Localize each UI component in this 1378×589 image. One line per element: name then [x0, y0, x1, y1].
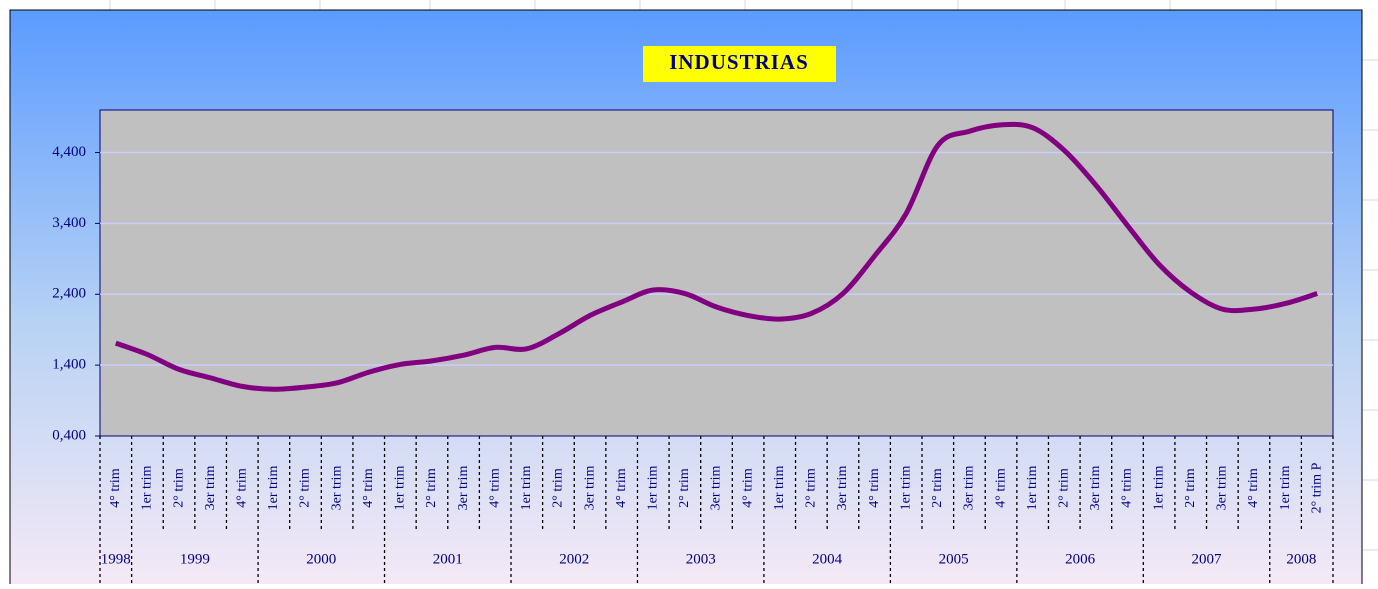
data-line	[114, 121, 1318, 392]
x-tick-label: 3er trim	[329, 466, 344, 511]
x-tick-label: 1er trim	[266, 466, 281, 511]
x-tick-label: 4° trim	[867, 468, 882, 508]
x-tick-label: 3er trim	[962, 466, 977, 511]
year-label: 2008	[1286, 551, 1316, 567]
x-tick-label: 2° trim	[171, 468, 186, 508]
x-tick-label: 3er trim	[1088, 466, 1103, 511]
x-tick-label: 4° trim	[108, 468, 123, 508]
x-tick-label: 4° trim	[234, 468, 249, 508]
x-tick-label: 1er trim	[1151, 466, 1166, 511]
x-tick-label: 2° trim	[677, 468, 692, 508]
y-tick-label: 2,400	[52, 286, 86, 302]
sheet-grid	[109, 0, 1378, 551]
x-tick-label: 2° trim	[424, 468, 439, 508]
year-label: 2000	[306, 551, 336, 567]
x-tick-label: 1er trim	[645, 466, 660, 511]
x-tick-label: 2° trim	[930, 468, 945, 508]
x-tick-label: 4° trim	[614, 468, 629, 508]
year-label: 2005	[939, 551, 969, 567]
title-box	[643, 46, 836, 82]
year-label: 1999	[180, 551, 210, 567]
x-tick-label: 3er trim	[582, 466, 597, 511]
year-label: 2006	[1065, 551, 1096, 567]
x-tick-label: 2° trim	[298, 468, 313, 508]
x-tick-label: 4° trim	[361, 468, 376, 508]
x-tick-label: 1er trim	[898, 466, 913, 511]
x-tick-label: 2° trim	[1183, 468, 1198, 508]
x-tick-label: 3er trim	[835, 466, 850, 511]
x-tick-label: 1er trim	[393, 466, 408, 511]
y-tick-label: 3,400	[52, 215, 86, 231]
x-tick-label: 4° trim	[1246, 468, 1261, 508]
x-tick-label: 4° trim	[740, 468, 755, 508]
x-tick-label: 1er trim	[140, 466, 155, 511]
x-tick-label: 3er trim	[203, 466, 218, 511]
year-label: 2004	[812, 551, 843, 567]
x-tick-label: 1er trim	[1025, 466, 1040, 511]
x-tick-label: 2° trim P	[1309, 462, 1324, 513]
x-tick-label: 1er trim	[1278, 466, 1293, 511]
x-tick-label: 3er trim	[1215, 466, 1230, 511]
year-label: 2001	[433, 551, 463, 567]
year-label: 2002	[559, 551, 589, 567]
x-tick-label: 2° trim	[551, 468, 566, 508]
x-tick-label: 1er trim	[519, 466, 534, 511]
x-tick-label: 1er trim	[772, 466, 787, 511]
x-tick-label: 4° trim	[1120, 468, 1135, 508]
plot-area	[99, 109, 1334, 437]
x-tick-label: 3er trim	[709, 466, 724, 511]
x-tick-label: 4° trim	[487, 468, 502, 508]
y-tick-label: 0,400	[52, 427, 86, 443]
x-tick-label: 2° trim	[1056, 468, 1071, 508]
y-tick-label: 4,400	[52, 144, 86, 160]
y-tick-label: 1,400	[52, 357, 86, 373]
year-label: 2003	[686, 551, 716, 567]
chart-title: INDUSTRIAS	[669, 50, 809, 74]
x-tick-label: 3er trim	[456, 466, 471, 511]
year-label: 2007	[1192, 551, 1223, 567]
year-label: 1998	[101, 551, 131, 567]
x-tick-label: 4° trim	[993, 468, 1008, 508]
x-tick-label: 2° trim	[804, 468, 819, 508]
